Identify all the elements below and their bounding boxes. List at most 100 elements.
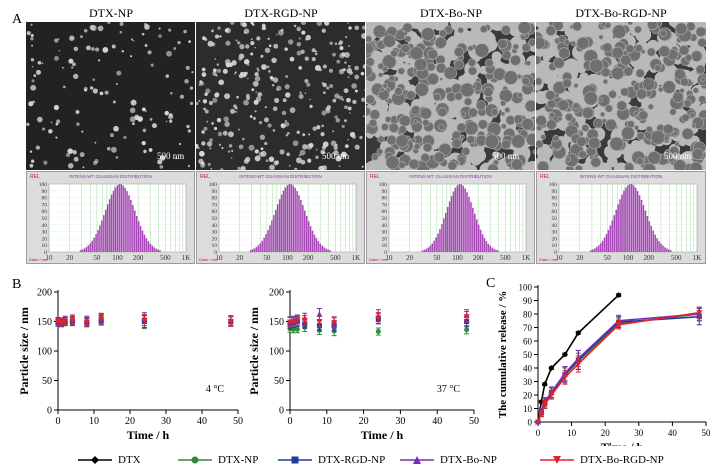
dls-bar [632,185,635,252]
tem-particle [207,40,214,47]
tem-particle [314,52,318,56]
tem-particle [301,30,306,35]
dls-bar [294,187,296,252]
dls-bar [87,245,90,252]
tem-particle [285,133,289,137]
tem-particle [115,156,119,159]
tem-particle [572,102,581,110]
tem-particle [312,126,317,131]
x-axis-label: Time / h [361,428,404,442]
tem-particle [263,117,269,123]
tem-particle [683,99,692,108]
tem-particle [30,36,34,41]
tem-particle [280,28,284,32]
tem-title-2: DTX-RGD-NP [244,6,318,20]
tem-particle [31,79,35,83]
tem-particle [130,38,134,41]
tem-particle [406,90,416,100]
dls-y-tick: 30 [552,230,558,236]
tem-particle [348,26,352,30]
tem-particle [669,108,677,116]
tem-particle [116,70,122,76]
tem-particle [377,62,385,70]
dls-bar [145,238,148,252]
tem-particle [30,58,35,62]
tem-particle [589,58,604,73]
dls-x-tick: 200 [473,254,484,262]
dls-diam-label: Diam / nm [539,257,558,262]
tem-particle [209,138,213,142]
tem-particle [224,121,230,127]
dls-x-tick: 10 [216,254,224,262]
tem-particle [438,124,445,131]
tem-particle [540,134,546,140]
tem-particle-halo [668,22,678,27]
dls-y-tick: 10 [212,243,218,249]
tem-particle [636,88,648,100]
tem-particle [212,97,218,103]
tem-particle [339,46,344,51]
dls-bar [83,248,86,252]
tem-particle [517,22,532,35]
dls-title: INTENS-WT GUASSIAN DISTRIBUTION [409,174,492,179]
dls-bar [126,191,128,252]
dls-x-tick: 100 [452,254,463,262]
tem-particle [306,82,311,87]
dls-bar [255,247,258,252]
tem-particle [479,25,488,34]
tem-particle [202,99,208,104]
dls-x-tick: 1K [522,254,531,262]
tem-particle [199,80,203,85]
tem-particle [299,67,302,70]
tem-particle [578,150,587,159]
tem-particle [208,101,213,106]
dls-bar [288,184,291,252]
tem-particle [243,99,249,106]
dls-y-tick: 20 [382,236,388,242]
tem-particle [650,129,666,145]
dls-bar [481,234,484,252]
tem-particle [351,83,357,89]
dls-x-tick: 200 [133,254,144,262]
tem-particle [198,150,205,157]
dls-bar [91,240,93,252]
tem-particle [447,160,458,170]
dls-bar [265,234,267,252]
tem-particle [483,86,494,97]
dls-bar [124,187,126,252]
panel-letter-c: C [486,276,496,291]
series-line [537,313,700,423]
tem-particle [642,77,656,91]
x-tick-label: 0 [536,428,541,438]
x-tick-label: 50 [702,428,712,438]
tem-particle [234,71,237,74]
tem-particle [158,34,162,38]
tem-particle [210,167,213,170]
tem-particle [79,35,83,39]
tem-particle [314,64,321,71]
dls-bar [601,240,604,252]
dls-bar [487,243,490,252]
dls-bar [443,218,445,252]
dls-bar [483,237,486,252]
tem-particle [308,133,311,136]
dls-bar [302,205,304,252]
dls-bar [462,185,464,252]
y-tick-label: 60 [523,337,533,347]
tem-particle [157,159,163,165]
tem-particle [217,68,222,73]
tem-particle [221,146,224,150]
dls-x-tick: 1K [182,254,191,262]
dls-histogram-3: REL INTENS-WT GUASSIAN DISTRIBUTION 100 9… [366,171,535,264]
tem-particle [268,69,271,73]
dls-bar [323,247,325,252]
tem-particle [364,89,365,91]
dls-y-tick: 0 [214,250,217,256]
tem-particle [354,89,358,93]
dls-x-tick: 200 [303,254,314,262]
tem-particle [54,55,59,61]
tem-particle [302,133,306,137]
tem-particle [598,34,604,40]
dls-y-tick: 10 [552,243,558,249]
tem-particle [83,28,88,33]
